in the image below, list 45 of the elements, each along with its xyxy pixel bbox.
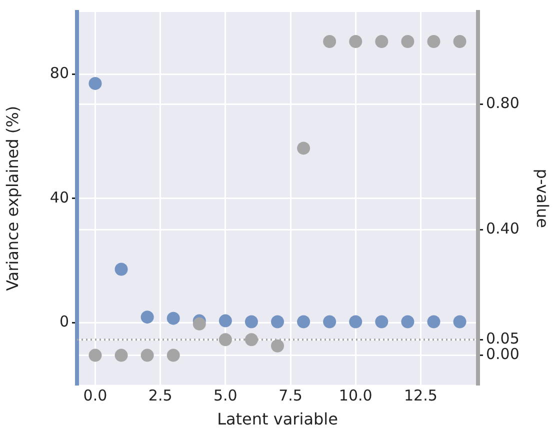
x-tick-label: 5.0	[213, 386, 238, 405]
point	[401, 35, 414, 48]
point	[297, 142, 310, 155]
point	[114, 262, 128, 276]
point	[271, 315, 284, 328]
x-tick-label: 0.0	[83, 386, 108, 405]
point	[166, 348, 180, 362]
x-tick-label: 2.5	[148, 386, 172, 405]
y2-axis-title: p-value	[533, 168, 552, 228]
point	[140, 348, 154, 362]
x-tick-label: 12.5	[404, 386, 438, 405]
y2-tick-label: 0.05	[486, 330, 520, 348]
point	[244, 333, 258, 346]
point	[218, 314, 232, 328]
point	[453, 35, 466, 48]
x-axis-title: Latent variable	[217, 410, 338, 429]
point	[244, 315, 258, 328]
point	[427, 315, 440, 328]
point	[323, 35, 336, 48]
point	[453, 315, 466, 328]
point	[297, 315, 310, 328]
point	[401, 315, 414, 328]
y-axis-title: Variance explained (%)	[2, 106, 22, 291]
point	[323, 315, 336, 328]
x-tick-label: 7.5	[278, 386, 302, 405]
point	[140, 310, 154, 324]
y-tick-label: 80	[50, 64, 69, 82]
point	[166, 312, 180, 325]
point	[192, 317, 206, 330]
point	[427, 35, 440, 48]
point	[349, 35, 362, 48]
point	[375, 315, 388, 328]
point	[271, 339, 284, 352]
y-tick-label: 0	[59, 312, 69, 331]
y2-tick-label: 0.00	[486, 345, 520, 364]
y2-tick-label: 0.80	[486, 94, 520, 112]
point	[218, 333, 232, 346]
y-tick-label: 40	[50, 188, 69, 206]
point	[88, 348, 102, 362]
y2-tick-label: 0.40	[486, 220, 520, 238]
x-tick-label: 10.0	[338, 386, 372, 405]
point	[349, 315, 362, 328]
point	[114, 348, 128, 362]
point	[375, 35, 388, 48]
point	[88, 76, 102, 90]
